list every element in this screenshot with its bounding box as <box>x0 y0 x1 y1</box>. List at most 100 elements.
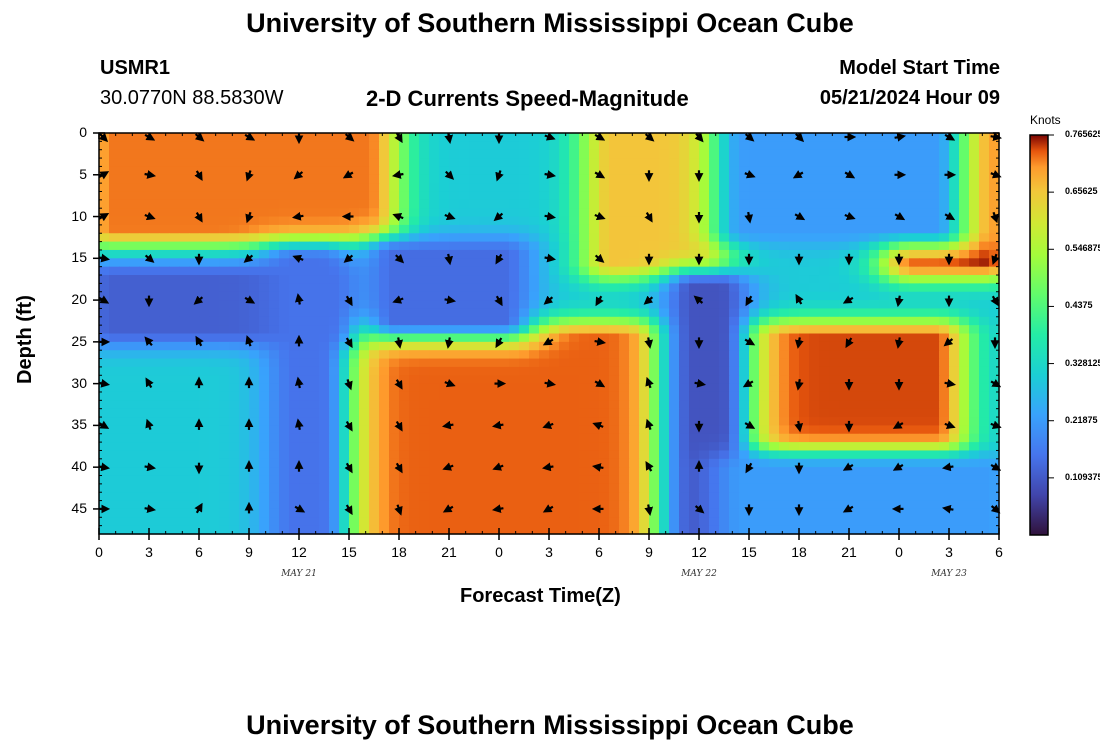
heatmap-cell <box>529 366 540 376</box>
heatmap-cell <box>249 366 260 376</box>
heatmap-cell <box>199 300 210 310</box>
heatmap-cell <box>469 258 480 268</box>
heatmap-cell <box>479 425 490 435</box>
heatmap-cell <box>849 500 860 510</box>
heatmap-cell <box>199 266 210 276</box>
heatmap-cell <box>509 333 520 343</box>
heatmap-cell <box>689 442 700 452</box>
heatmap-cell <box>459 166 470 176</box>
heatmap-cell <box>939 525 950 535</box>
heatmap-cell <box>839 333 850 343</box>
heatmap-cell <box>619 199 630 209</box>
heatmap-cell <box>99 258 110 268</box>
heatmap-cell <box>429 275 440 284</box>
heatmap-cell <box>969 442 980 452</box>
heatmap-cell <box>729 141 740 151</box>
heatmap-cell <box>139 450 150 460</box>
heatmap-cell <box>279 241 290 251</box>
heatmap-cell <box>509 308 520 318</box>
heatmap-cell <box>519 442 530 452</box>
current-vector-arrow <box>495 337 504 349</box>
heatmap-cell <box>889 442 900 452</box>
heatmap-cell <box>599 291 610 301</box>
heatmap-cell <box>429 492 440 502</box>
heatmap-cell <box>649 258 660 268</box>
heatmap-cell <box>679 233 690 243</box>
heatmap-cell <box>979 475 990 485</box>
current-vector-arrow <box>941 462 954 472</box>
heatmap-cell <box>409 216 420 226</box>
heatmap-cell <box>479 333 490 343</box>
heatmap-cell <box>609 442 620 452</box>
heatmap-cell <box>479 383 490 393</box>
heatmap-cell <box>669 300 680 310</box>
heatmap-cell <box>229 333 240 343</box>
heatmap-cell <box>889 266 900 276</box>
heatmap-cell <box>859 199 870 209</box>
heatmap-cell <box>139 141 150 151</box>
heatmap-cell <box>469 350 480 360</box>
heatmap-cell <box>179 333 190 343</box>
heatmap-cell <box>329 266 340 276</box>
heatmap-cell <box>509 300 520 310</box>
heatmap-cell <box>699 249 710 259</box>
heatmap-cell <box>749 300 760 310</box>
heatmap-cell <box>809 316 820 326</box>
heatmap-cell <box>249 291 260 301</box>
heatmap-cell <box>269 341 280 351</box>
heatmap-cell <box>629 266 640 276</box>
heatmap-cell <box>159 450 170 460</box>
heatmap-cell <box>109 442 120 452</box>
heatmap-cell <box>969 408 980 418</box>
heatmap-cell <box>299 425 310 435</box>
heatmap-cell <box>269 475 280 485</box>
heatmap-cell <box>839 216 850 226</box>
heatmap-cell <box>99 199 110 209</box>
heatmap-cell <box>619 525 630 535</box>
heatmap-cell <box>739 166 750 176</box>
heatmap-cell <box>429 249 440 259</box>
heatmap-cell <box>329 450 340 460</box>
heatmap-cell <box>469 458 480 468</box>
heatmap-cell <box>989 433 1000 443</box>
heatmap-cell <box>189 508 200 518</box>
heatmap-cell <box>249 333 260 343</box>
heatmap-cell <box>439 425 450 435</box>
heatmap-cell <box>189 224 200 234</box>
heatmap-cell <box>269 158 280 168</box>
heatmap-cell <box>769 500 780 510</box>
heatmap-cell <box>629 508 640 518</box>
heatmap-cell <box>559 241 570 251</box>
heatmap-cell <box>689 241 700 251</box>
heatmap-cell <box>859 158 870 168</box>
heatmap-cell <box>259 241 270 251</box>
heatmap-cell <box>639 442 650 452</box>
heatmap-cell <box>779 149 790 159</box>
heatmap-cell <box>669 425 680 435</box>
heatmap-cell <box>379 291 390 301</box>
heatmap-cell <box>609 308 620 318</box>
heatmap-cell <box>259 166 270 176</box>
heatmap-cell <box>309 358 320 368</box>
heatmap-cell <box>279 425 290 435</box>
heatmap-cell <box>739 333 750 343</box>
heatmap-cell <box>839 191 850 201</box>
heatmap-cell <box>429 166 440 176</box>
heatmap-cell <box>409 308 420 318</box>
heatmap-cell <box>969 425 980 435</box>
heatmap-cell <box>569 249 580 259</box>
heatmap-cell <box>119 450 130 460</box>
heatmap-cell <box>809 166 820 176</box>
heatmap-cell <box>979 467 990 477</box>
heatmap-cell <box>259 383 270 393</box>
heatmap-cell <box>399 383 410 393</box>
current-vector-arrow <box>541 462 554 472</box>
heatmap-cell <box>769 333 780 343</box>
heatmap-cell <box>639 149 650 159</box>
heatmap-cell <box>679 183 690 193</box>
heatmap-cell <box>499 525 510 535</box>
heatmap-cell <box>309 467 320 477</box>
heatmap-cell <box>799 216 810 226</box>
heatmap-cell <box>989 249 1000 259</box>
heatmap-cell <box>719 208 730 218</box>
